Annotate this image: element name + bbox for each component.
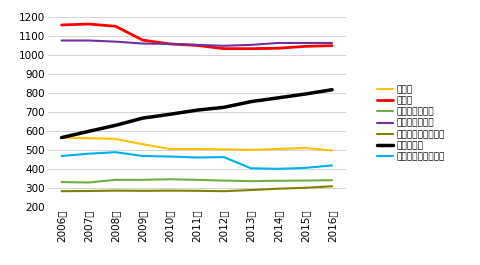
運輸業・郵便業 (140, 178, 145, 182)
建設業 (113, 137, 119, 140)
卸売業・小売業 (194, 43, 200, 46)
Line: 製造業: 製造業 (61, 24, 332, 49)
教育・学習・支援業 (140, 189, 145, 192)
Line: 卸売業・小売業: 卸売業・小売業 (61, 41, 332, 46)
その他、サービス業 (194, 156, 200, 159)
製造業 (113, 25, 119, 28)
製造業 (221, 47, 227, 50)
建設業 (167, 147, 173, 151)
医療・福祉 (329, 88, 335, 91)
その他、サービス業 (140, 154, 145, 158)
運輸業・郵便業 (248, 180, 254, 183)
建設業 (59, 136, 64, 139)
医療・福祉 (59, 136, 64, 139)
建設業 (248, 148, 254, 152)
Line: 運輸業・郵便業: 運輸業・郵便業 (61, 179, 332, 183)
その他、サービス業 (86, 152, 92, 155)
運輸業・郵便業 (86, 181, 92, 184)
卸売業・小売業 (329, 41, 335, 45)
その他、サービス業 (275, 167, 281, 170)
教育・学習・支援業 (194, 189, 200, 192)
運輸業・郵便業 (59, 180, 64, 184)
建設業 (140, 143, 145, 146)
建設業 (275, 147, 281, 151)
製造業 (167, 42, 173, 46)
卸売業・小売業 (59, 39, 64, 42)
教育・学習・支援業 (167, 189, 173, 192)
医療・福祉 (167, 113, 173, 116)
教育・学習・支援業 (221, 189, 227, 193)
運輸業・郵便業 (221, 179, 227, 182)
卸売業・小売業 (302, 41, 308, 45)
運輸業・郵便業 (194, 178, 200, 182)
医療・福祉 (248, 100, 254, 103)
教育・学習・支援業 (86, 189, 92, 193)
卸売業・小売業 (86, 39, 92, 42)
教育・学習・支援業 (329, 185, 335, 188)
その他、サービス業 (59, 154, 64, 158)
Line: その他、サービス業: その他、サービス業 (61, 152, 332, 169)
医療・福祉 (140, 117, 145, 120)
医療・福祉 (86, 130, 92, 133)
Line: 医療・福祉: 医療・福祉 (61, 90, 332, 138)
教育・学習・支援業 (248, 188, 254, 192)
教育・学習・支援業 (302, 186, 308, 189)
その他、サービス業 (113, 151, 119, 154)
卸売業・小売業 (140, 42, 145, 45)
製造業 (59, 23, 64, 27)
その他、サービス業 (302, 166, 308, 170)
建設業 (86, 136, 92, 140)
製造業 (194, 44, 200, 47)
製造業 (302, 45, 308, 48)
建設業 (302, 147, 308, 150)
運輸業・郵便業 (275, 179, 281, 182)
卸売業・小売業 (248, 43, 254, 46)
その他、サービス業 (167, 155, 173, 158)
建設業 (329, 149, 335, 152)
建設業 (194, 147, 200, 151)
Line: 建設業: 建設業 (61, 138, 332, 151)
医療・福祉 (113, 124, 119, 127)
教育・学習・支援業 (113, 189, 119, 192)
運輸業・郵便業 (113, 178, 119, 182)
教育・学習・支援業 (59, 189, 64, 193)
運輸業・郵便業 (167, 178, 173, 181)
Line: 教育・学習・支援業: 教育・学習・支援業 (61, 186, 332, 191)
卸売業・小売業 (167, 42, 173, 46)
教育・学習・支援業 (275, 187, 281, 190)
その他、サービス業 (248, 167, 254, 170)
建設業 (221, 148, 227, 151)
卸売業・小売業 (221, 44, 227, 47)
卸売業・小売業 (113, 40, 119, 43)
製造業 (275, 47, 281, 50)
医療・福祉 (221, 106, 227, 109)
医療・福祉 (302, 92, 308, 96)
製造業 (248, 47, 254, 50)
製造業 (140, 38, 145, 42)
その他、サービス業 (329, 164, 335, 167)
運輸業・郵便業 (302, 179, 308, 182)
医療・福祉 (194, 109, 200, 112)
卸売業・小売業 (275, 41, 281, 45)
Legend: 建設業, 製造業, 運輸業・郵便業, 卸売業・小売業, 教育・学習・支援業, 医療・福祉, その他、サービス業: 建設業, 製造業, 運輸業・郵便業, 卸売業・小売業, 教育・学習・支援業, 医… (377, 85, 445, 161)
製造業 (329, 44, 335, 47)
医療・福祉 (275, 96, 281, 99)
その他、サービス業 (221, 156, 227, 159)
運輸業・郵便業 (329, 179, 335, 182)
製造業 (86, 23, 92, 26)
